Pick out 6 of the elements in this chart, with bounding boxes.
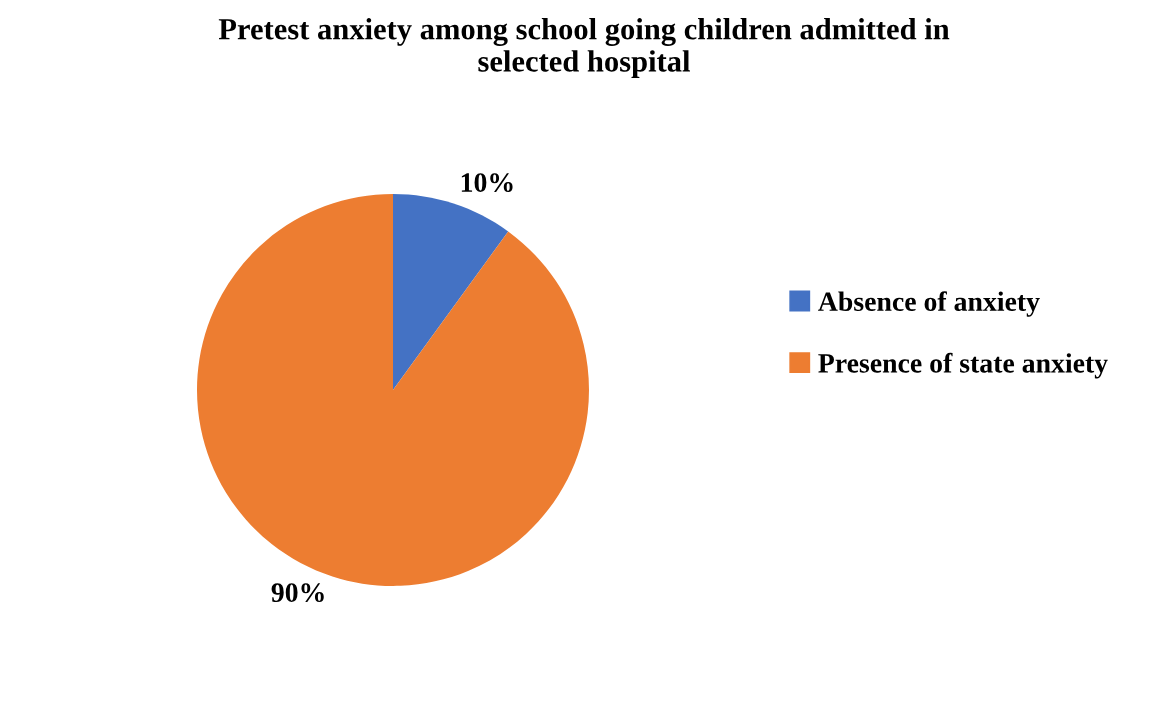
data-label: 90% xyxy=(271,583,324,603)
legend-label: Presence of state anxiety xyxy=(818,352,1108,379)
legend-label: Absence of anxiety xyxy=(818,291,1040,317)
pie-slice xyxy=(393,194,509,390)
data-label: 10% xyxy=(461,173,513,192)
chart-title: Pretest anxiety among school going children admitted in selected hospital xyxy=(218,18,950,78)
